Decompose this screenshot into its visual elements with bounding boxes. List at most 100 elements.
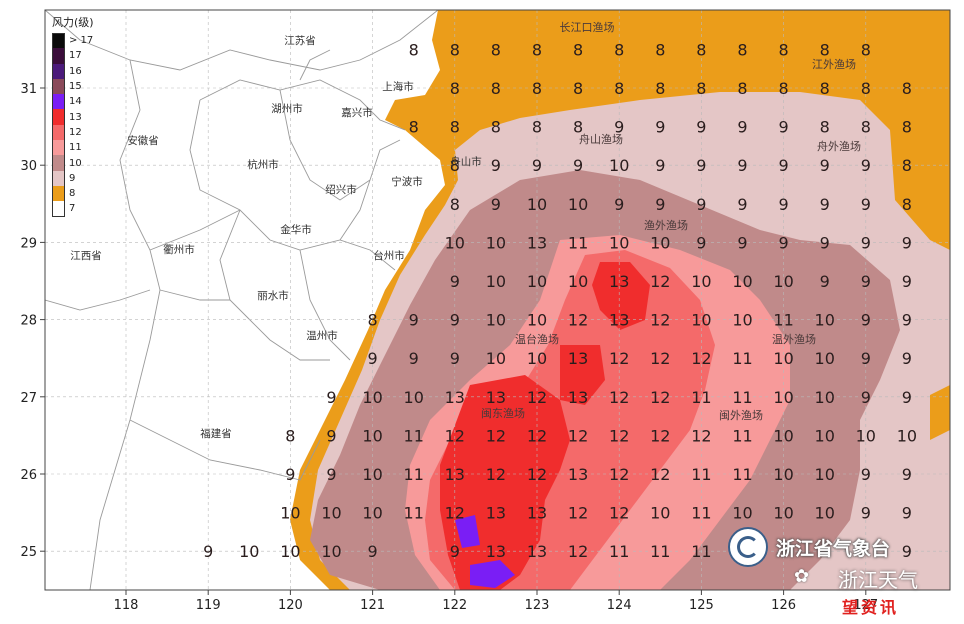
region-label: 舟山市 (450, 155, 482, 168)
wind-level-value: 10 (568, 195, 588, 214)
wind-level-value: 10 (362, 426, 382, 445)
wind-level-value: 8 (450, 40, 460, 59)
legend-swatch (52, 78, 65, 95)
legend-item: 14 (52, 94, 108, 110)
wind-level-value: 9 (737, 156, 747, 175)
wind-level-value: 10 (280, 542, 300, 561)
wind-level-value: 9 (203, 542, 213, 561)
wind-level-value: 9 (409, 349, 419, 368)
wind-level-value: 9 (614, 195, 624, 214)
wind-level-value: 8 (861, 118, 871, 137)
wind-level-value: 10 (732, 311, 752, 330)
wind-level-value: 9 (696, 118, 706, 137)
wind-level-value: 12 (609, 426, 629, 445)
legend-item: 9 (52, 170, 108, 186)
wind-level-value: 8 (450, 79, 460, 98)
wind-level-value: 11 (732, 465, 752, 484)
wind-level-value: 11 (404, 504, 424, 523)
region-label: 杭州市 (247, 158, 279, 171)
legend-swatch (52, 124, 65, 141)
legend-item: 12 (52, 124, 108, 141)
wind-level-value: 10 (650, 233, 670, 252)
wind-level-value: 9 (737, 195, 747, 214)
fishery-label: 温外渔场 (772, 332, 816, 346)
region-label: 金华市 (280, 223, 312, 236)
wind-level-value: 10 (773, 349, 793, 368)
wind-level-value: 8 (450, 195, 460, 214)
wind-level-value: 8 (573, 40, 583, 59)
wind-level-value: 10 (773, 272, 793, 291)
wind-legend: 风力(级) > 17 17 16 15 14 13 12 11 10 9 8 7 (52, 14, 108, 217)
wind-level-value: 8 (573, 79, 583, 98)
wind-level-value: 8 (902, 195, 912, 214)
wind-level-value: 13 (527, 504, 547, 523)
wind-level-value: 10 (486, 311, 506, 330)
wind-level-value: 9 (737, 233, 747, 252)
region-label: 温州市 (306, 329, 338, 342)
wind-level-value: 8 (409, 118, 419, 137)
legend-swatch (52, 170, 65, 186)
wind-level-value: 10 (856, 426, 876, 445)
wind-level-value: 11 (691, 388, 711, 407)
wind-level-value: 12 (527, 465, 547, 484)
lat-tick-label: 27 (20, 391, 37, 406)
wind-level-value: 8 (532, 79, 542, 98)
legend-label: 7 (69, 203, 76, 215)
wind-level-value: 12 (568, 311, 588, 330)
wind-level-value: 9 (820, 156, 830, 175)
lat-tick-label: 30 (20, 159, 37, 174)
wind-level-value: 8 (491, 79, 501, 98)
legend-swatch (52, 109, 65, 125)
wind-level-value: 12 (568, 504, 588, 523)
legend-label: 8 (69, 188, 76, 200)
wind-level-value: 11 (732, 426, 752, 445)
legend-label: 10 (69, 157, 82, 169)
wind-level-value: 12 (568, 426, 588, 445)
wind-level-value: 9 (902, 465, 912, 484)
wind-level-value: 9 (861, 195, 871, 214)
fishery-label: 舟外渔场 (817, 139, 861, 153)
legend-item: 8 (52, 185, 108, 202)
wind-level-value: 10 (609, 156, 629, 175)
wind-level-value: 9 (902, 233, 912, 252)
wind-level-value: 8 (450, 118, 460, 137)
fishery-label: 舟山渔场 (579, 132, 623, 146)
wind-level-value: 8 (861, 40, 871, 59)
wind-level-value: 8 (737, 40, 747, 59)
wind-level-value: 9 (326, 388, 336, 407)
wind-level-value: 8 (737, 79, 747, 98)
wind-level-value: 10 (527, 272, 547, 291)
legend-item: 15 (52, 78, 108, 95)
sea-level-13-zone-north (592, 262, 650, 330)
wind-level-value: 11 (732, 388, 752, 407)
legend-label: 15 (69, 81, 82, 93)
wind-level-value: 12 (527, 426, 547, 445)
wind-level-value: 10 (773, 426, 793, 445)
legend-item: 7 (52, 201, 108, 217)
wind-level-value: 12 (527, 388, 547, 407)
sea-level-9-east-patch (860, 410, 920, 460)
lat-lon-grid (45, 10, 950, 590)
wind-level-value: 9 (450, 542, 460, 561)
wind-level-value: 12 (691, 426, 711, 445)
wind-level-value: 9 (902, 349, 912, 368)
wind-level-value: 9 (861, 311, 871, 330)
legend-swatch (52, 201, 65, 217)
wind-level-value: 12 (486, 465, 506, 484)
region-label: 丽水市 (257, 289, 289, 302)
sea-level-14-patch-a (455, 515, 480, 548)
wind-level-value: 8 (532, 118, 542, 137)
wind-level-value: 12 (445, 426, 465, 445)
wind-level-value: 9 (655, 118, 665, 137)
wind-level-value: 9 (779, 195, 789, 214)
lon-tick-label: 119 (196, 598, 221, 613)
wind-level-value: 9 (285, 465, 295, 484)
sea-level-8-east-patch (930, 385, 950, 440)
wind-level-value: 8 (450, 156, 460, 175)
wind-level-value: 9 (820, 195, 830, 214)
wind-level-value: 8 (409, 40, 419, 59)
wind-level-value: 8 (368, 311, 378, 330)
wind-level-value: 10 (732, 504, 752, 523)
legend-item: 13 (52, 109, 108, 125)
